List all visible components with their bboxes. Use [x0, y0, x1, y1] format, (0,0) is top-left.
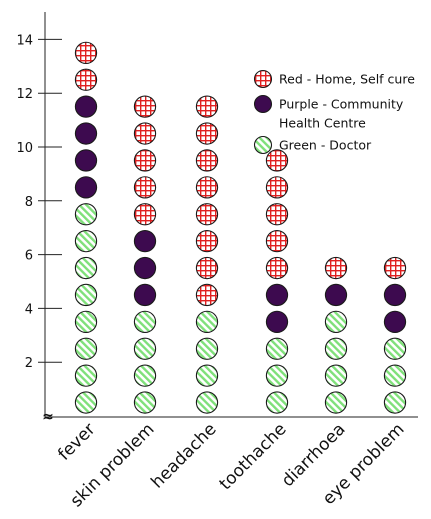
green-dot — [195, 337, 219, 360]
purple-dot — [74, 95, 98, 118]
green-dot — [265, 391, 289, 414]
red-dot — [265, 176, 289, 199]
legend-label: Purple - Community — [279, 97, 404, 112]
y-tick-label: 14 — [16, 33, 33, 48]
green-dot — [74, 391, 98, 414]
y-tick-label: 12 — [16, 87, 33, 102]
green-dot — [74, 364, 98, 387]
green-dot — [324, 337, 348, 360]
category-label: fever — [54, 419, 99, 464]
red-dot — [383, 256, 407, 280]
green-dot — [383, 364, 407, 387]
green-dot — [324, 364, 348, 387]
red-legend-swatch — [253, 69, 273, 89]
green-dot — [74, 337, 98, 360]
red-dot — [195, 149, 219, 172]
red-dot — [195, 122, 219, 145]
green-dot — [383, 391, 407, 414]
purple-dot — [265, 310, 289, 334]
legend: Red - Home, Self cure Purple - Community H… — [253, 69, 415, 155]
green-dot — [74, 256, 98, 280]
y-tick-label: 6 — [25, 249, 33, 264]
y-tick-label: 8 — [25, 195, 33, 210]
red-dot — [74, 68, 98, 91]
purple-dot — [265, 283, 289, 307]
red-dot — [195, 283, 219, 307]
purple-dot — [133, 229, 157, 253]
purple-dot — [133, 283, 157, 307]
green-dot — [195, 364, 219, 387]
legend-label: Health Centre — [279, 116, 366, 131]
green-dot — [324, 310, 348, 334]
red-dot — [195, 95, 219, 118]
green-dot — [133, 391, 157, 414]
axis-break-symbol: ≈ — [42, 409, 54, 425]
purple-dot — [324, 283, 348, 307]
red-dot — [133, 95, 157, 118]
data-dots — [74, 41, 407, 414]
green-dot — [133, 310, 157, 334]
legend-label: Red - Home, Self cure — [279, 72, 415, 87]
red-dot — [133, 149, 157, 172]
purple-dot — [383, 283, 407, 307]
green-dot — [74, 229, 98, 253]
red-dot — [265, 149, 289, 172]
green-dot — [74, 283, 98, 307]
y-tick-label: 4 — [25, 302, 33, 317]
category-label: toothache — [216, 419, 291, 494]
red-dot — [74, 41, 98, 65]
green-dot — [74, 310, 98, 334]
y-tick-label: 2 — [25, 356, 33, 371]
green-dot — [195, 310, 219, 334]
purple-dot — [133, 256, 157, 280]
category-label: headache — [147, 419, 220, 492]
green-dot — [195, 391, 219, 414]
purple-dot — [383, 310, 407, 334]
green-dot — [265, 337, 289, 360]
red-dot — [324, 256, 348, 280]
green-dot — [324, 391, 348, 414]
green-dot — [133, 337, 157, 360]
purple-dot — [74, 176, 98, 199]
red-dot — [133, 176, 157, 199]
red-dot — [195, 256, 219, 280]
red-dot — [195, 176, 219, 199]
y-tick-label: 10 — [16, 141, 33, 156]
red-dot — [133, 122, 157, 145]
red-dot — [265, 229, 289, 253]
red-dot — [133, 203, 157, 226]
green-legend-swatch — [253, 135, 273, 155]
green-dot — [74, 203, 98, 226]
red-dot — [195, 203, 219, 226]
green-dot — [133, 364, 157, 387]
green-dot — [265, 364, 289, 387]
purple-dot — [74, 149, 98, 172]
red-dot — [265, 203, 289, 226]
legend-label: Green - Doctor — [279, 138, 372, 153]
red-dot — [265, 256, 289, 280]
purple-dot — [74, 122, 98, 145]
axes: 2 4 6 8 10 12 14 ≈ — [16, 12, 418, 425]
green-dot — [383, 337, 407, 360]
red-dot — [195, 229, 219, 253]
purple-legend-swatch — [253, 94, 273, 114]
